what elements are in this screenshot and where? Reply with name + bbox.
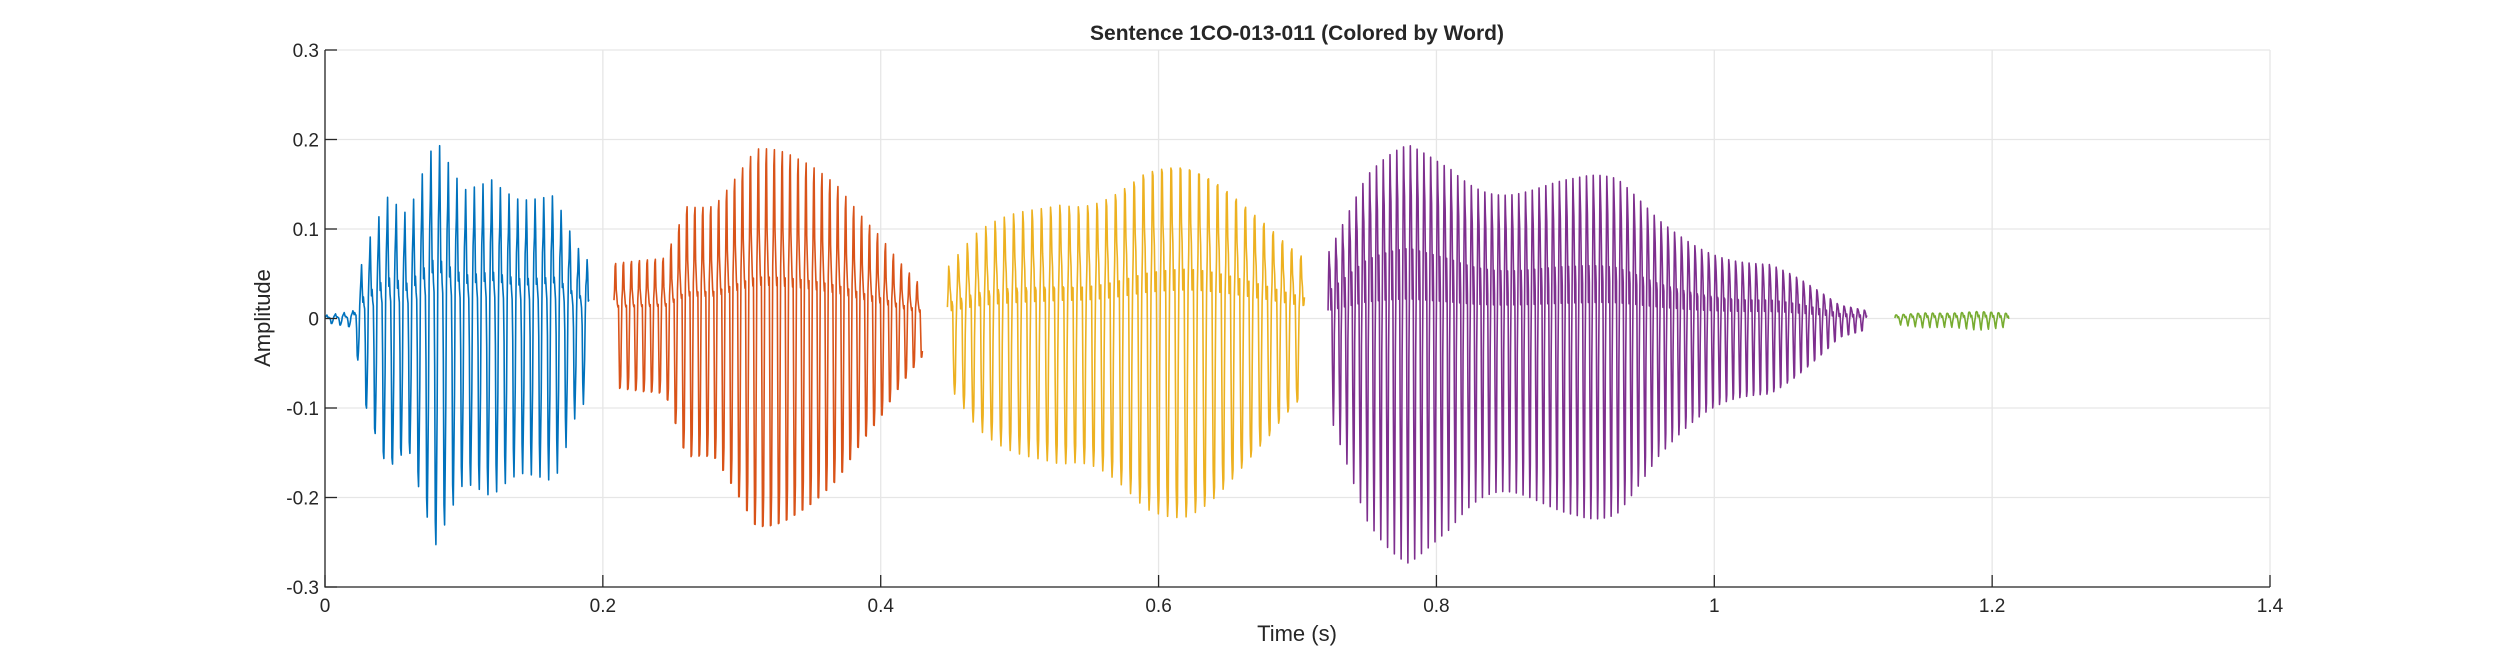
y-tick-labels: -0.3 -0.2 -0.1 0 0.1 0.2 0.3 [286,41,319,599]
x-tick-label: 1.4 [2257,596,2284,617]
y-tick-label: -0.2 [286,489,319,510]
waveform-series [324,144,2010,564]
waveform-word-1 [324,144,590,546]
x-tick-label: 1.2 [1979,596,2005,617]
waveform-word-3 [946,167,1306,519]
y-tick-label: 0.3 [293,41,319,62]
axes [324,49,2271,588]
x-tick-labels: 0 0.2 0.4 0.6 0.8 1 1.2 1.4 [320,596,2284,617]
x-tick-label: 0.8 [1423,596,1449,617]
y-tick-label: 0.2 [293,131,319,152]
y-tick-label: 0 [308,310,319,331]
x-tick-label: 0.6 [1145,596,1171,617]
x-axis-label: Time (s) [1257,621,1337,646]
x-tick-label: 0.4 [868,596,895,617]
chart-title: Sentence 1CO-013-011 (Colored by Word) [1090,22,1504,45]
y-tick-label: -0.1 [286,399,319,420]
waveform-word-5 [1894,310,2010,331]
y-axis-label: Amplitude [250,269,275,367]
x-tick-label: 0.2 [590,596,616,617]
y-tick-label: 0.1 [293,220,319,241]
waveform-word-4 [1327,144,1868,564]
waveform-word-2 [613,147,924,528]
x-tick-label: 0 [320,596,331,617]
x-tick-label: 1 [1709,596,1720,617]
y-tick-label: -0.3 [286,578,319,599]
